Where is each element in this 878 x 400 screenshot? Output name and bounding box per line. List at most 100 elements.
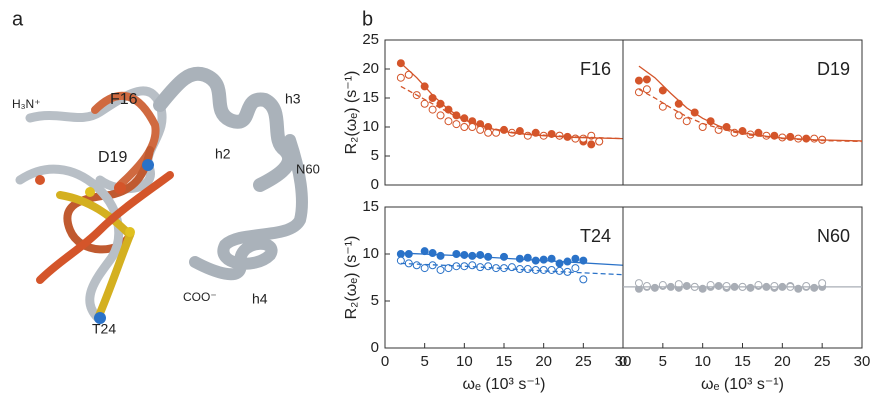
- data-point: [452, 250, 461, 258]
- data-point: [436, 111, 445, 120]
- data-point: [420, 99, 429, 108]
- data-point: [436, 99, 445, 108]
- x-tick-label: 15: [734, 353, 751, 370]
- structure-label: T24: [92, 321, 116, 337]
- data-point: [428, 105, 437, 114]
- structure-label: h4: [252, 291, 268, 307]
- x-tick-label: 30: [615, 353, 632, 370]
- data-point: [428, 249, 437, 258]
- structure-label: N60: [296, 161, 320, 176]
- data-point: [412, 261, 421, 270]
- chart-title: T24: [580, 226, 611, 246]
- data-point: [396, 250, 405, 258]
- data-point: [460, 123, 469, 131]
- structure-label: D19: [98, 149, 127, 166]
- data-point: [436, 251, 445, 260]
- data-point: [571, 264, 580, 273]
- x-tick-label: 15: [496, 353, 513, 370]
- y-axis-label: R₂(ωₑ) (s⁻¹): [343, 71, 360, 155]
- data-point: [658, 86, 667, 95]
- data-point: [595, 137, 604, 146]
- y-tick-label: 0: [371, 176, 379, 193]
- data-point: [746, 283, 755, 292]
- chart-title: N60: [817, 226, 850, 246]
- y-tick-label: 10: [362, 245, 379, 262]
- data-point: [452, 120, 461, 129]
- structure-label: F16: [110, 91, 138, 108]
- data-point: [476, 125, 485, 134]
- x-tick-label: 0: [381, 353, 389, 370]
- panel-label: a: [12, 8, 24, 30]
- data-point: [770, 281, 779, 290]
- data-point: [682, 281, 691, 290]
- y-tick-label: 15: [362, 198, 379, 215]
- protein-ribbon: [15, 66, 308, 324]
- data-point: [444, 117, 453, 126]
- data-point: [523, 265, 532, 274]
- data-point: [714, 281, 723, 290]
- data-point: [484, 262, 493, 271]
- x-tick-label: 10: [694, 353, 711, 370]
- data-point: [634, 76, 643, 85]
- y-tick-label: 5: [371, 292, 379, 309]
- data-point: [642, 75, 651, 84]
- data-point: [810, 134, 819, 143]
- data-point: [396, 73, 405, 82]
- data-point: [444, 264, 453, 273]
- fit-curve: [638, 65, 863, 142]
- y-tick-label: 20: [362, 60, 379, 77]
- data-point: [650, 283, 659, 292]
- chart-title: F16: [580, 59, 611, 79]
- plot-frame: [622, 39, 863, 186]
- data-point: [460, 250, 469, 259]
- y-tick-label: 25: [362, 31, 379, 48]
- x-axis-label: ωₑ (10³ s⁻¹): [701, 376, 784, 393]
- x-tick-label: 5: [420, 353, 428, 370]
- data-point: [658, 102, 667, 111]
- data-point: [722, 281, 731, 290]
- data-point: [642, 281, 651, 290]
- data-point: [642, 85, 651, 94]
- structure-label: h2: [215, 146, 231, 162]
- data-point: [682, 117, 691, 126]
- x-tick-label: 25: [814, 353, 831, 370]
- x-tick-label: 25: [575, 353, 592, 370]
- data-point: [539, 265, 548, 274]
- data-point: [500, 252, 508, 261]
- y-tick-label: 5: [371, 147, 379, 164]
- data-point: [484, 128, 493, 137]
- structure-label: h3: [285, 91, 301, 107]
- data-point: [539, 255, 548, 264]
- data-point: [523, 131, 532, 140]
- y-tick-label: 0: [371, 339, 379, 356]
- chart-title: D19: [817, 59, 850, 79]
- x-tick-label: 20: [774, 353, 791, 370]
- data-point: [810, 283, 819, 292]
- data-point: [420, 264, 429, 273]
- data-point: [396, 256, 405, 265]
- y-tick-label: 10: [362, 118, 379, 135]
- data-point: [547, 265, 556, 274]
- data-point: [468, 123, 477, 131]
- x-tick-label: 0: [619, 353, 627, 370]
- panel-label: b: [362, 8, 373, 30]
- structure-label: H₃N⁺: [12, 97, 41, 111]
- x-tick-label: 10: [456, 353, 473, 370]
- x-axis-label: ωₑ (10³ s⁻¹): [463, 376, 546, 393]
- fit-curve: [638, 88, 863, 143]
- data-point: [634, 279, 643, 288]
- data-point: [468, 261, 477, 270]
- y-axis-label: R₂(ωₑ) (s⁻¹): [343, 236, 360, 320]
- data-point: [436, 265, 445, 274]
- fit-curve: [400, 252, 624, 266]
- data-point: [571, 134, 580, 143]
- x-tick-label: 30: [854, 353, 871, 370]
- x-tick-label: 20: [535, 353, 552, 370]
- data-point: [579, 275, 588, 284]
- data-point: [571, 254, 580, 263]
- y-tick-label: 15: [362, 89, 379, 106]
- data-point: [587, 140, 596, 149]
- data-point: [579, 134, 588, 143]
- data-point: [802, 281, 811, 290]
